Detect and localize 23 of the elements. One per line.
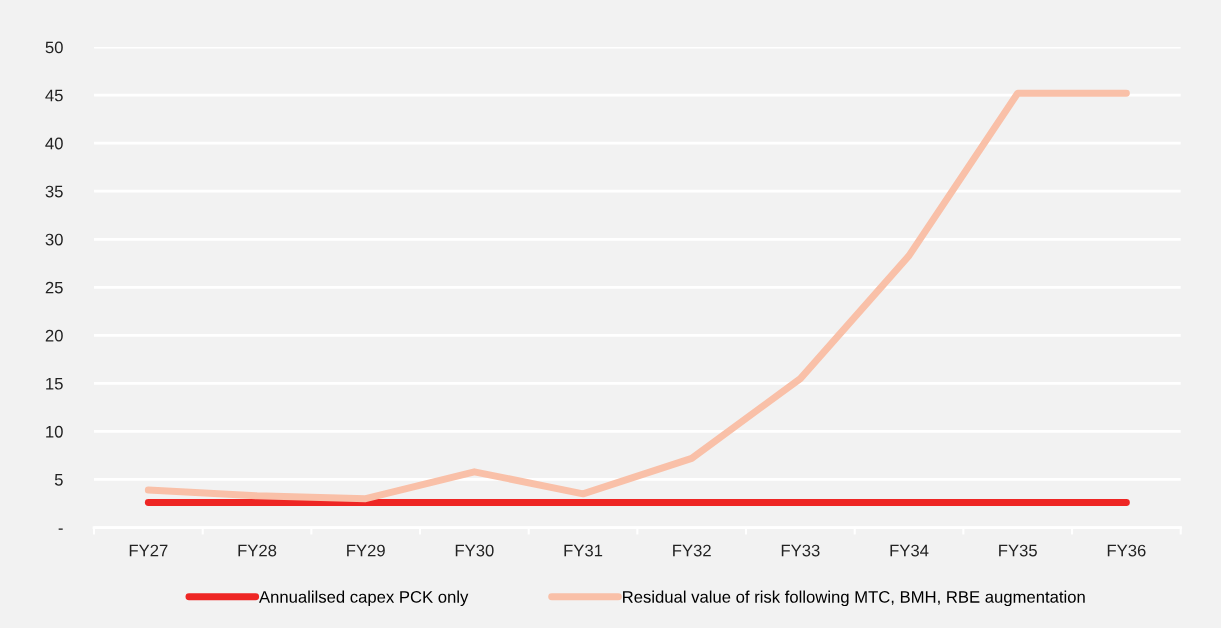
x-tick-label: FY28	[238, 544, 277, 557]
y-tick-label: 5	[54, 474, 63, 486]
x-tick-label: FY29	[347, 544, 385, 557]
y-tick-label: 40	[45, 137, 63, 150]
x-tick-label: FY33	[781, 544, 820, 557]
y-tick-label: 45	[45, 89, 63, 102]
legend-label: Residual value of risk following MTC, BMH, RBE augmentation	[623, 590, 1085, 607]
x-tick-label: FY32	[673, 544, 711, 557]
x-tick-label: FY30	[455, 544, 494, 557]
y-tick-label: 30	[45, 233, 63, 246]
y-tick-label: 50	[45, 41, 63, 54]
x-tick-label: FY27	[129, 544, 168, 557]
y-tick-label: 35	[45, 185, 63, 198]
y-tick-label: 20	[45, 329, 63, 342]
x-tick-label: FY36	[1107, 544, 1146, 557]
y-tick-label: -	[58, 528, 63, 530]
y-tick-label: 10	[46, 425, 63, 438]
legend-label: Annualilsed capex PCK only	[259, 590, 469, 607]
x-tick-label: FY35	[999, 544, 1037, 557]
x-tick-label: FY31	[564, 544, 603, 557]
y-tick-label: 25	[45, 281, 63, 294]
y-tick-label: 15	[46, 377, 63, 390]
x-tick-label: FY34	[890, 544, 929, 557]
